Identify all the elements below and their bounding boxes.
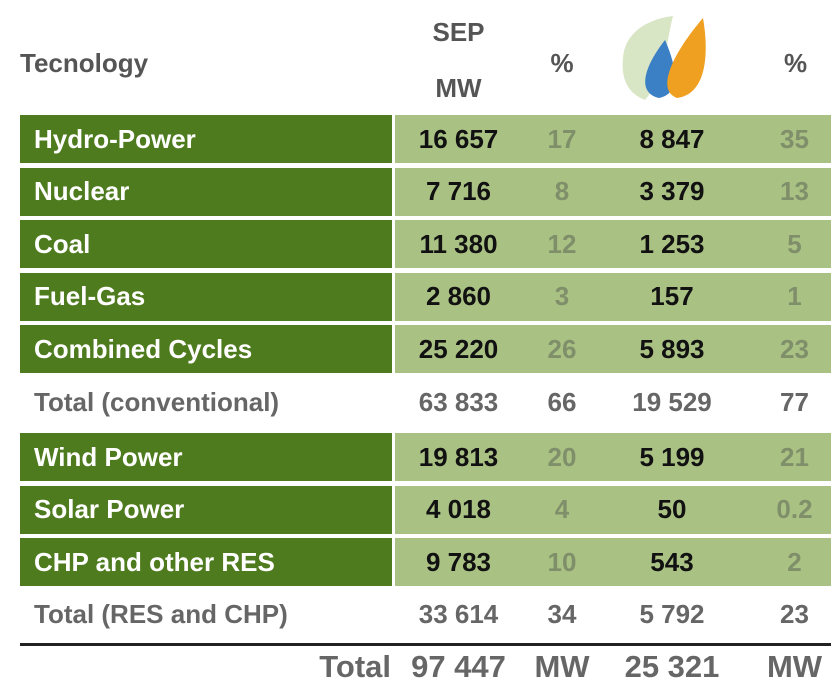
row-label: Wind Power: [20, 433, 392, 481]
footer-value: MW: [766, 648, 823, 684]
percent: 10: [547, 546, 577, 577]
capacity: 1 253: [639, 228, 705, 259]
capacity: 4 018: [425, 494, 492, 525]
percent: 21: [780, 441, 809, 472]
header-pct: %: [550, 47, 574, 78]
capacity: 19 813: [418, 441, 499, 472]
capacity: 157: [650, 281, 694, 312]
capacity: 5 893: [639, 333, 705, 364]
capacity: 7 716: [425, 176, 492, 207]
percent: 0.2: [776, 494, 813, 525]
percent: 20: [547, 441, 577, 472]
header-technology: Tecnology: [20, 47, 149, 78]
row-background: [395, 433, 831, 481]
footer-value: MW: [534, 648, 590, 684]
total-label: Total (RES and CHP): [34, 599, 288, 630]
capacity: 63 833: [418, 386, 499, 417]
percent: 5: [787, 228, 802, 259]
row-label: Solar Power: [20, 485, 392, 534]
percent: 77: [780, 386, 809, 417]
row-label: Coal: [20, 220, 392, 269]
footer-value: 97 447: [411, 648, 506, 684]
capacity: 543: [650, 546, 694, 577]
row-label: Nuclear: [20, 167, 392, 216]
capacity: 5 199: [639, 441, 705, 472]
capacity: 33 614: [418, 599, 499, 630]
row-label: Fuel-Gas: [20, 272, 392, 321]
capacity: 50: [657, 494, 687, 525]
percent: 66: [547, 386, 577, 417]
capacity: 8 847: [639, 123, 705, 154]
percent: 8: [554, 176, 570, 207]
row-label: Combined Cycles: [20, 325, 392, 374]
percent: 17: [547, 123, 577, 154]
capacity: 9 783: [425, 546, 492, 577]
capacity: 11 380: [419, 228, 498, 259]
logo: [622, 16, 706, 100]
row-background: [395, 115, 831, 163]
row-background: [395, 167, 831, 216]
row-background: [395, 538, 831, 587]
rule: [20, 643, 831, 646]
row-label: Hydro-Power: [20, 115, 392, 163]
percent: 3: [554, 281, 570, 312]
capacity: 5 792: [639, 599, 705, 630]
capacity: 2 860: [425, 281, 492, 312]
header-sep: SEP: [432, 16, 485, 47]
percent: 2: [787, 546, 802, 577]
footer-value: 25 321: [624, 648, 720, 684]
row-background: [395, 220, 831, 269]
total-label: Total (conventional): [34, 386, 280, 417]
percent: 13: [780, 176, 809, 207]
row-background: [395, 272, 831, 321]
percent: 34: [547, 599, 577, 630]
percent: 12: [547, 228, 577, 259]
row-background: [395, 485, 831, 534]
footer-label: Total: [319, 648, 391, 684]
percent: 4: [554, 494, 570, 525]
capacity: 25 220: [418, 333, 499, 364]
percent: 23: [780, 333, 809, 364]
header-pct: %: [783, 47, 808, 78]
capacity: 19 529: [632, 386, 712, 417]
capacity: 16 657: [418, 123, 499, 154]
header-mw: MW: [435, 72, 482, 103]
percent: 23: [780, 599, 809, 630]
percent: 1: [787, 281, 802, 312]
row-background: [395, 325, 831, 374]
percent: 26: [547, 333, 577, 364]
percent: 35: [780, 123, 809, 154]
row-label: CHP and other RES: [20, 538, 392, 587]
capacity: 3 379: [639, 176, 705, 207]
